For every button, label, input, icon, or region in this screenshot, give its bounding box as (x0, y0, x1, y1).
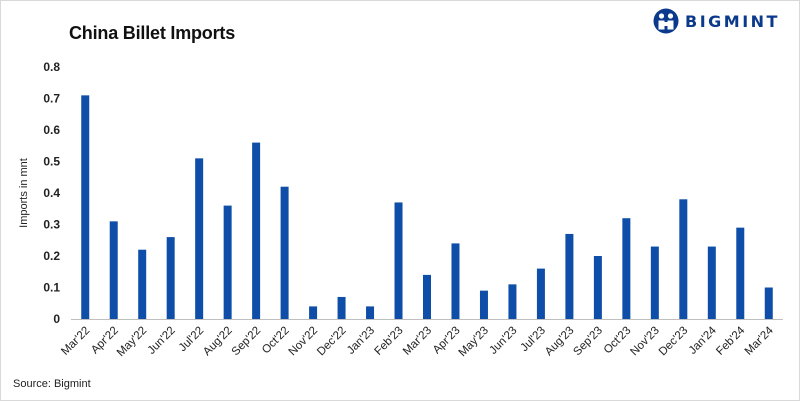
x-tick-label: Oct'22 (260, 325, 292, 357)
x-tick-label: Mar'22 (59, 325, 92, 358)
bar (622, 218, 631, 319)
x-tick-label: Jan'24 (687, 324, 720, 357)
y-tick-label: 0.1 (43, 281, 60, 295)
y-tick-label: 0.3 (43, 218, 60, 232)
bar (81, 95, 90, 319)
source-note: Source: Bigmint (13, 378, 91, 390)
bar (508, 284, 517, 319)
y-tick-label: 0.7 (43, 92, 60, 106)
bar (736, 227, 745, 319)
x-tick-label: May'23 (457, 325, 491, 359)
y-tick-label: 0.2 (43, 249, 60, 263)
bar (252, 142, 261, 319)
x-tick-label: Oct'23 (602, 325, 634, 357)
bar (479, 290, 488, 319)
bar (195, 158, 204, 319)
bar (707, 246, 716, 319)
x-tick-label: Dec'23 (657, 325, 691, 359)
x-tick-label: Mar'24 (743, 324, 777, 358)
bar (764, 287, 773, 319)
x-tick-label: Aug'22 (201, 325, 235, 359)
bar (565, 233, 574, 319)
bar (309, 306, 318, 319)
x-tick-label: Nov'23 (628, 325, 662, 359)
x-tick-label: Sep'22 (230, 325, 264, 359)
y-axis-label: Imports in mnt (18, 158, 30, 228)
x-tick-label: Aug'23 (543, 325, 577, 359)
bar (394, 202, 403, 319)
x-tick-label: Mar'23 (401, 325, 434, 358)
y-tick-label: 0.8 (43, 60, 60, 74)
bar (593, 256, 602, 319)
bar (166, 237, 175, 319)
x-tick-label: Feb'24 (714, 324, 748, 358)
y-tick-label: 0.4 (43, 186, 60, 200)
x-tick-label: Nov'22 (287, 325, 321, 359)
bar (280, 186, 289, 319)
bigmint-logo: BIGMINT (653, 7, 780, 35)
x-tick-label: Feb'23 (373, 325, 406, 358)
chart-title: China Billet Imports (69, 23, 236, 43)
bar (223, 205, 232, 319)
bigmint-logo-text: BIGMINT (685, 11, 780, 31)
bigmint-logo-icon (653, 8, 679, 34)
bar (423, 274, 431, 319)
bar (109, 221, 118, 319)
x-tick-label: Sep'23 (571, 325, 605, 359)
bar (366, 306, 375, 319)
bar (536, 268, 545, 319)
y-tick-label: 0 (53, 312, 60, 326)
bar (138, 249, 147, 319)
x-tick-label: Jan'23 (345, 325, 377, 357)
x-tick-label: Jun'23 (487, 325, 519, 357)
bar (337, 296, 346, 319)
y-tick-label: 0.5 (43, 155, 60, 169)
bar (650, 246, 659, 319)
bar (679, 199, 688, 319)
y-tick-label: 0.6 (43, 123, 60, 137)
x-tick-label: Dec'22 (315, 325, 349, 359)
x-tick-label: May'22 (115, 325, 149, 359)
x-tick-label: Jun'22 (146, 325, 178, 357)
bar (451, 243, 460, 319)
